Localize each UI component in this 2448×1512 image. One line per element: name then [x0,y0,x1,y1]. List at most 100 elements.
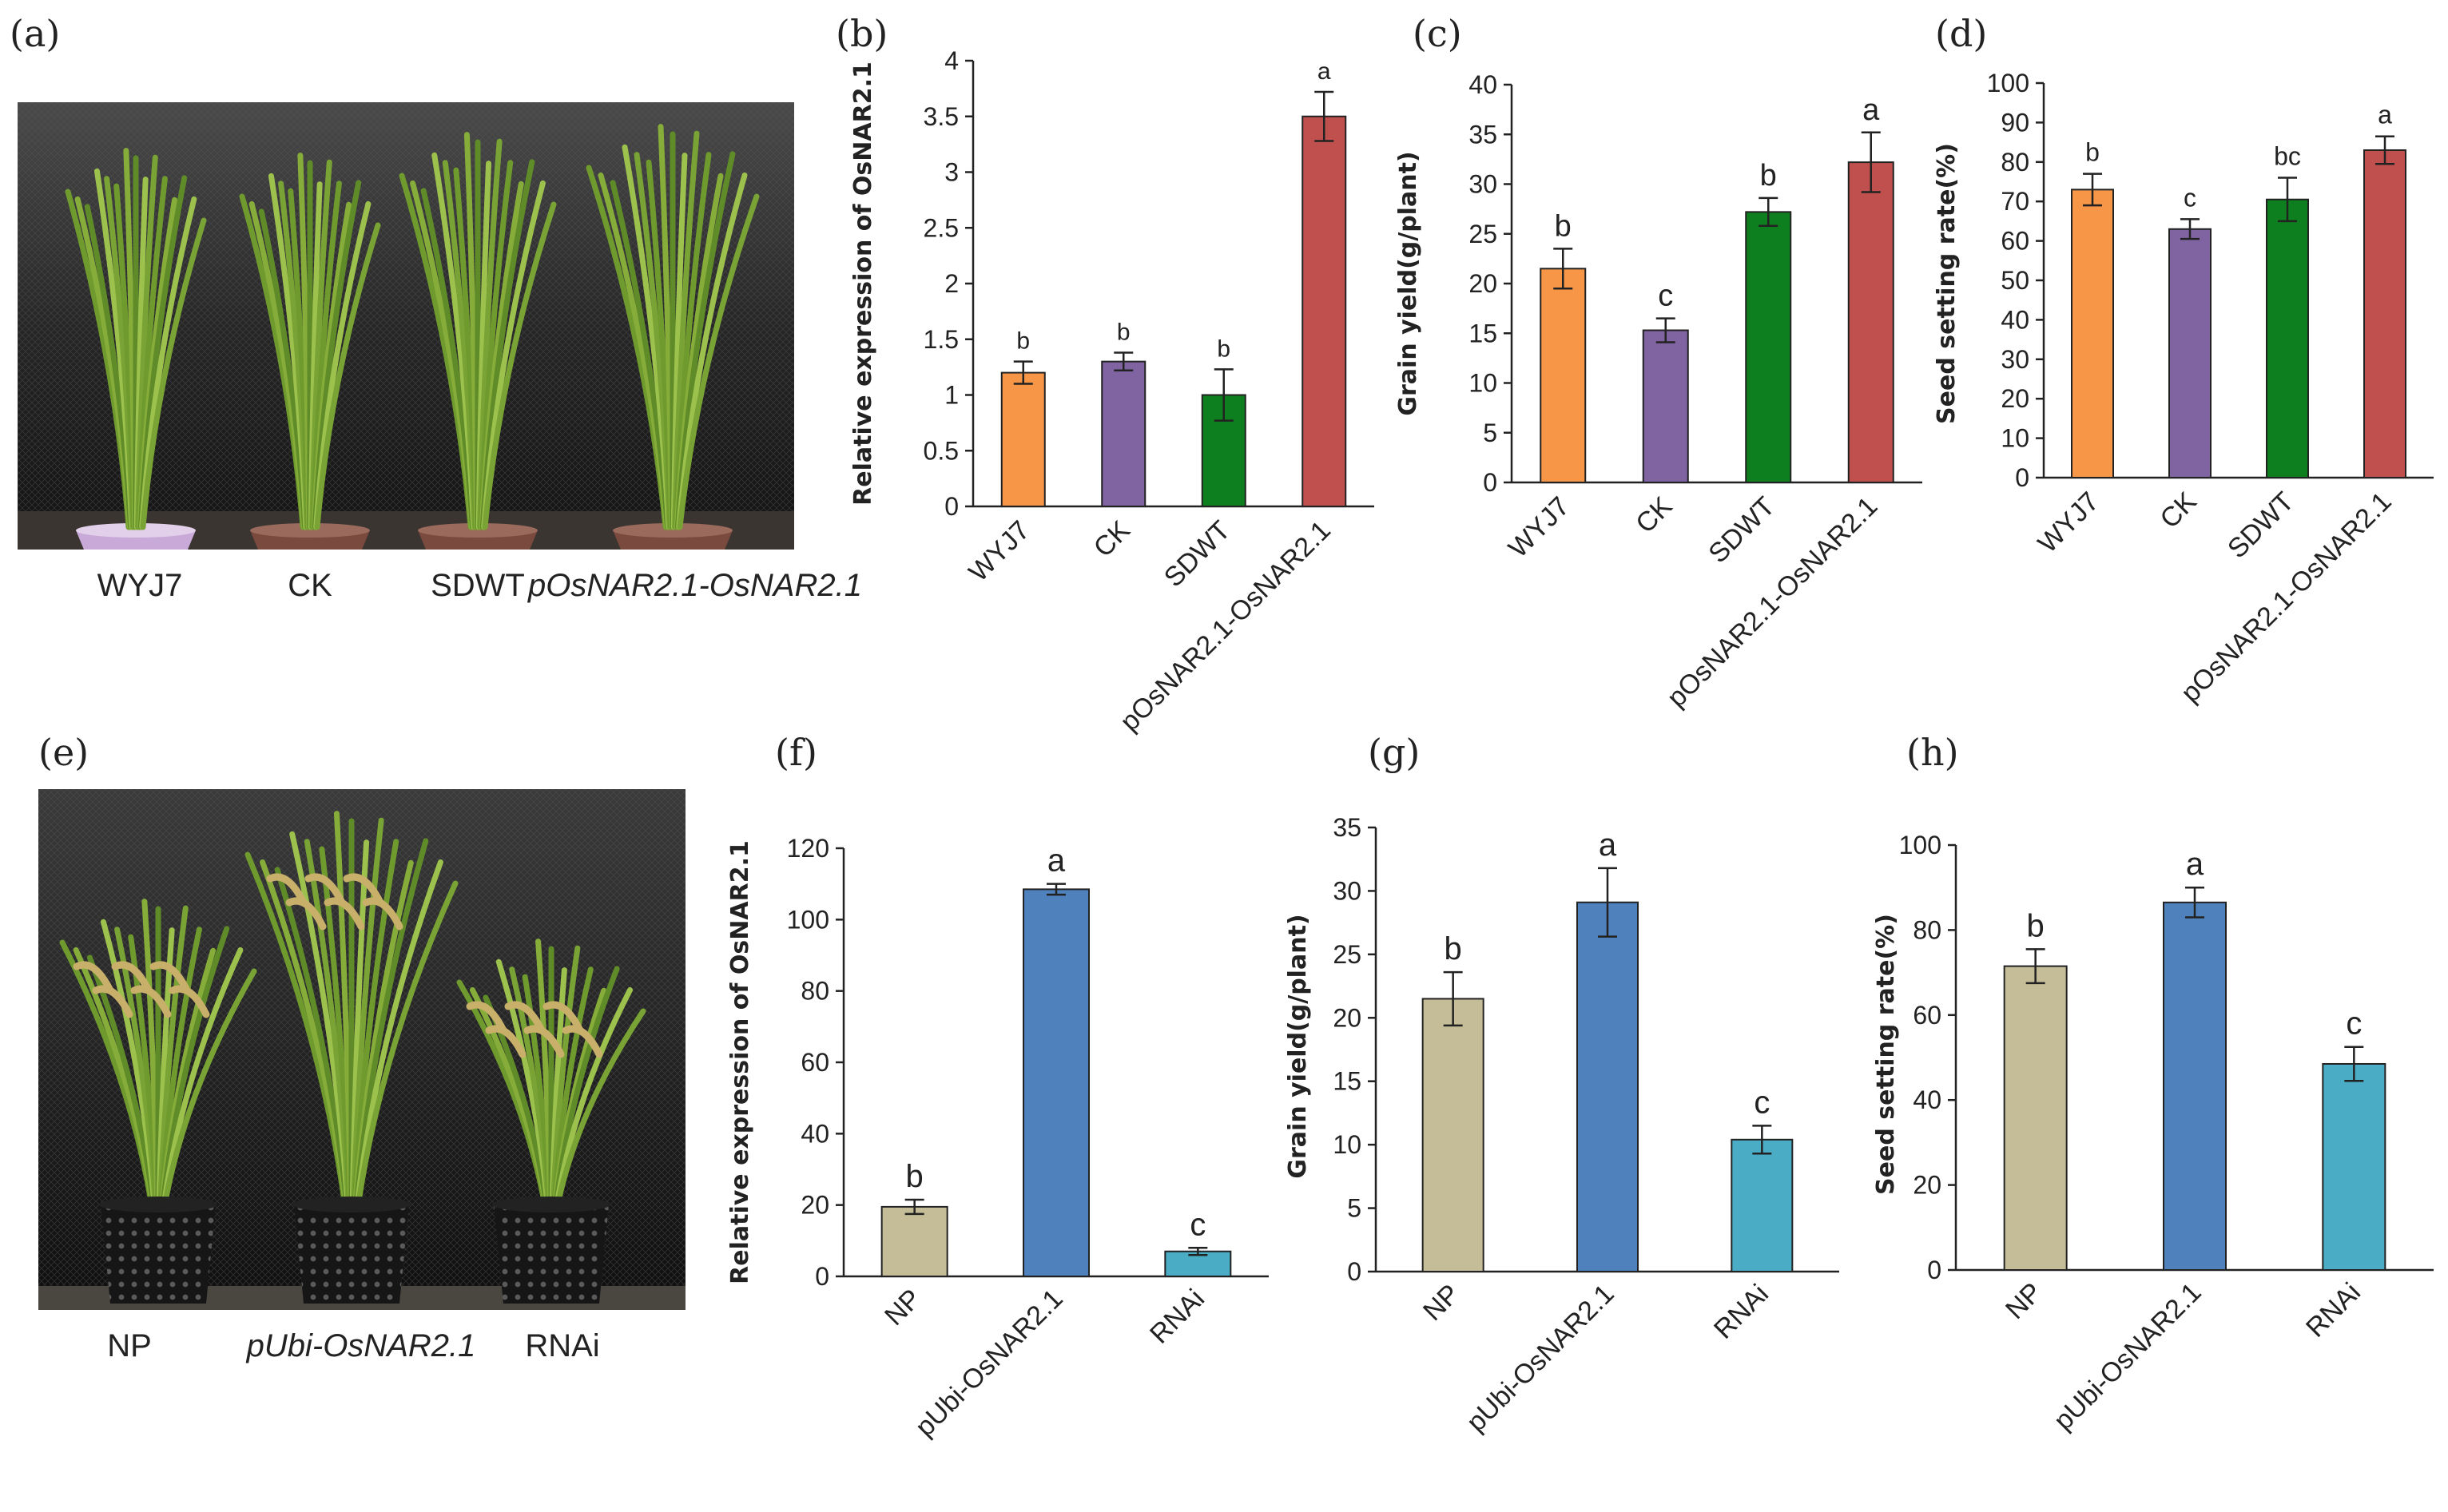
panel-label-g: (g) [1368,731,1420,774]
y-tick-label: 2 [944,269,959,298]
y-tick-label: 20 [801,1191,829,1220]
y-tick-label: 120 [787,834,829,863]
panicle-rnai [466,1001,507,1034]
caption-pubi: pUbi-OsNAR2.1 [246,1328,476,1363]
y-axis-label: Relative expression of OsNAR2.1 [849,62,877,506]
category-label-1: NP [1417,1279,1465,1327]
y-tick-label: 30 [1468,170,1497,199]
caption-sdwt: SDWT [431,568,525,603]
rice-plant-rnai [456,939,646,1204]
y-tick-label: 40 [2001,305,2029,334]
pot-rim-ck [250,523,370,538]
y-tick-label: 20 [2001,384,2029,413]
y-tick-label: 50 [2001,266,2029,295]
leaf-ck [314,222,381,530]
y-tick-label: 70 [2001,187,2029,216]
significance-letter-3: c [1190,1207,1206,1242]
panel-label-e: (e) [38,731,89,774]
panicle-np [111,961,153,994]
rice-plant-np [59,899,257,1204]
panicle-np [73,961,114,994]
y-tick-label: 100 [1899,831,1941,859]
category-label-3: SDWT [1158,515,1237,593]
panicle-pubi [362,897,403,931]
category-label-1: WYJ7 [1503,491,1576,564]
y-tick-label: 40 [1913,1085,1941,1114]
bar-4 [1847,161,1894,484]
category-label-2: pUbi-OsNAR2.1 [1460,1279,1619,1438]
category-label-2: CK [1630,491,1678,539]
chart-g: (g) 0 5 10 15 20 25 30 35 Grain yield(g/plant) b NP… [1284,731,1839,1438]
chart-h: (h) 0 20 40 60 80 100 Seed setting rate(%) b NP a p… [1872,731,2434,1436]
y-tick-label: 0 [2015,463,2029,492]
rice-plant-sdwt [399,132,557,550]
y-tick-label: 90 [2001,108,2029,137]
photo-panel-a: (a) WYJ7 CK SDWT pOsNAR2.1-OsNAR2.1 [10,12,862,603]
y-tick-label: 10 [1468,369,1497,398]
significance-letter-1: b [1016,328,1030,355]
panicle-pubi [324,897,365,931]
bar-1 [1421,998,1484,1272]
significance-letter-4: a [2378,101,2392,129]
y-tick-label: 0 [1927,1256,1941,1284]
panicle-np [130,985,172,1018]
bar-2 [1023,888,1090,1278]
leaf-np [162,968,257,1204]
bar-3 [2322,1062,2386,1271]
panicle-rnai [485,1025,527,1058]
panicle-np [92,985,133,1018]
y-tick-label: 20 [1468,269,1497,298]
significance-letter-3: b [1760,159,1777,192]
bar-4 [1301,115,1347,507]
rice-plant-pubi [244,811,459,1204]
panicle-pubi [266,873,308,907]
y-tick-label: 1.5 [924,325,959,354]
significance-letter-3: b [1217,335,1230,362]
y-tick-label: 0 [1483,468,1497,497]
chart-d: (d) 0 10 20 30 40 50 60 70 80 90 100 Seed setting ra… [1933,12,2434,708]
category-label-4: pOsNAR2.1-OsNAR2.1 [1661,491,1883,713]
caption-posnar: pOsNAR2.1-OsNAR2.1 [527,568,862,603]
photo-a-captions: WYJ7 CK SDWT pOsNAR2.1-OsNAR2.1 [97,568,862,603]
significance-letter-1: b [1555,209,1572,243]
bar-1 [2003,965,2068,1271]
bar-2 [1101,360,1147,507]
pot-rim-sdwt [418,523,538,538]
y-tick-label: 30 [1333,876,1361,905]
category-label-1: NP [2000,1277,2048,1325]
y-tick-label: 25 [1333,940,1361,969]
photo-a-plants [65,124,760,550]
category-label-2: CK [1088,515,1136,563]
significance-letter-3: c [2346,1006,2362,1042]
leaf-posnar [677,193,760,530]
bar-2 [1576,901,1639,1272]
significance-letter-2: c [2184,183,2196,212]
panel-label-b: (b) [836,12,888,55]
y-tick-label: 100 [1987,69,2029,97]
category-label-3: SDWT [2222,486,2300,565]
bar-2 [1642,329,1689,484]
significance-letter-1: b [2085,138,2100,167]
category-label-4: pOsNAR2.1-OsNAR2.1 [1115,515,1337,737]
caption-wyj7: WYJ7 [97,568,183,603]
panicle-rnai [504,1001,546,1034]
panel-label-h: (h) [1906,731,1959,774]
photo-panel-e: (e) NP pUbi-OsNAR2.1 RNAi [38,731,686,1363]
y-tick-label: 0.5 [924,436,959,465]
y-tick-label: 20 [1913,1171,1941,1200]
panicle-rnai [542,1001,584,1034]
caption-rnai: RNAi [525,1328,599,1363]
significance-letter-4: a [1317,58,1331,85]
pot-rim-pubi [292,1197,411,1212]
significance-letter-2: a [1047,843,1066,879]
category-label-3: RNAi [1708,1279,1774,1345]
y-tick-label: 35 [1333,813,1361,842]
y-tick-label: 3.5 [924,102,959,131]
y-tick-label: 80 [1913,915,1941,944]
category-label-1: WYJ7 [963,515,1035,588]
photo-e-captions: NP pUbi-OsNAR2.1 RNAi [107,1328,599,1363]
pot-np [101,1204,216,1304]
bar-4 [2363,149,2406,478]
y-axis-label: Relative expression of OsNAR2.1 [726,840,754,1284]
